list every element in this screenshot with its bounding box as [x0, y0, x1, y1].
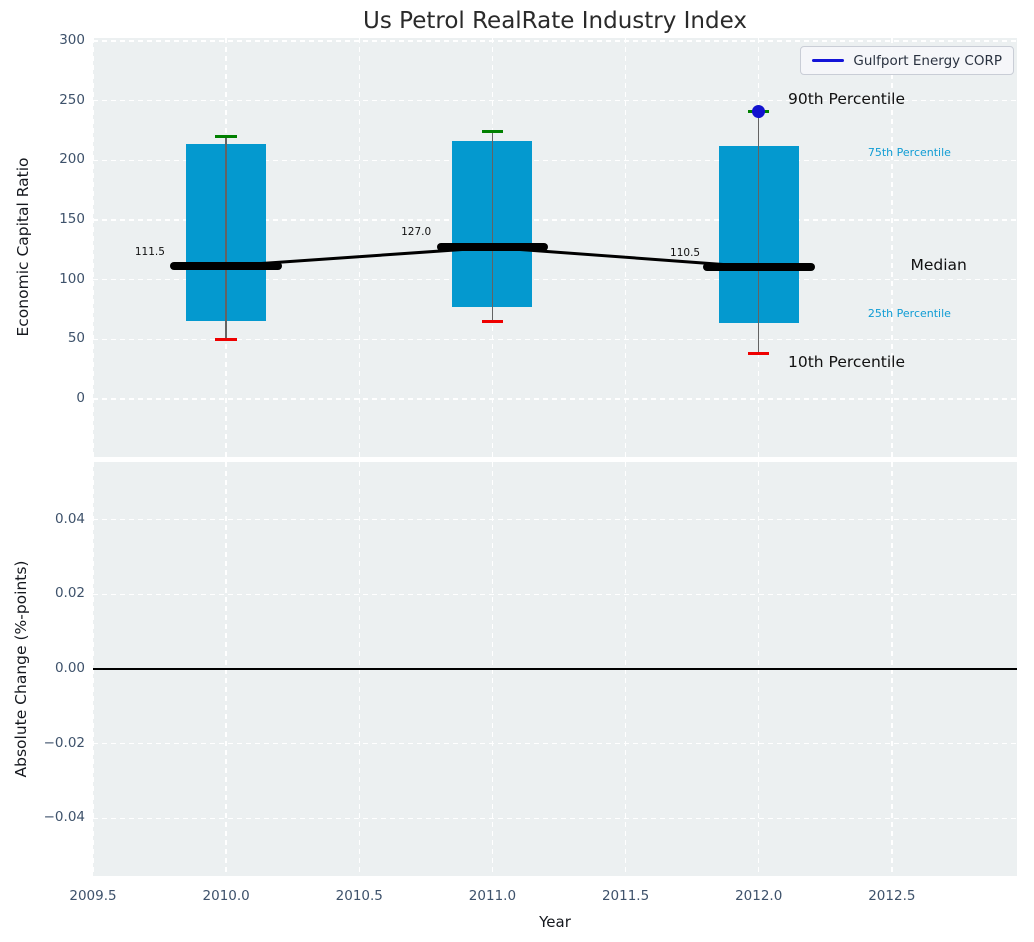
x-tick-label: 2010.0: [202, 888, 250, 904]
y-gridline: [93, 40, 1017, 42]
median-bar: [170, 261, 283, 270]
zero-line: [93, 668, 1017, 670]
median-bar: [702, 263, 815, 272]
y-tick-label: 150: [59, 210, 85, 227]
annotation-median: Median: [910, 255, 967, 274]
legend-entry-label: Gulfport Energy CORP: [853, 52, 1002, 69]
y-gridline: [93, 518, 1017, 521]
annotation-75th-percentile: 75th Percentile: [867, 146, 951, 160]
x-tick-label: 2012.5: [868, 888, 916, 904]
y-gridline: [93, 398, 1017, 400]
y-tick-label: 100: [59, 270, 85, 287]
cap-high: [481, 130, 504, 134]
chart-title: Us Petrol RealRate Industry Index: [363, 8, 747, 34]
median-value-label: 127.0: [401, 225, 432, 238]
y-gridline: [93, 593, 1017, 596]
y-gridline: [93, 817, 1017, 820]
cap-low: [481, 319, 504, 323]
x-tick-label: 2011.5: [601, 888, 650, 904]
y-gridline: [93, 219, 1017, 221]
y-gridline: [93, 338, 1017, 341]
y-tick-label: −0.04: [43, 809, 85, 826]
y-tick-label: 200: [59, 151, 85, 168]
y-gridline: [93, 99, 1017, 102]
median-bar: [436, 243, 549, 252]
cap-low: [748, 352, 770, 356]
annotation-25th-percentile: 25th Percentile: [867, 307, 951, 321]
annotation-10th-percentile: 10th Percentile: [787, 353, 906, 372]
legend-line-icon: [812, 59, 845, 62]
y-tick-label: 0.02: [54, 585, 85, 602]
y-gridline: [93, 278, 1017, 281]
x-gridline: [92, 38, 94, 457]
median-value-label: 111.5: [134, 246, 165, 259]
x-tick-label: 2010.5: [335, 888, 383, 904]
y-gridline: [93, 742, 1017, 745]
legend: Gulfport Energy CORP: [800, 46, 1014, 75]
median-value-label: 110.5: [670, 247, 701, 260]
y-tick-label: 300: [59, 31, 85, 48]
y-tick-label: 50: [67, 330, 85, 347]
y-tick-label: 0.04: [54, 510, 85, 527]
company-point: [752, 104, 766, 118]
x-tick-label: 2012.0: [735, 888, 783, 904]
y-gridline: [93, 159, 1017, 162]
y-tick-label: 0: [76, 390, 85, 406]
whisker: [491, 131, 494, 322]
x-axis-label: Year: [539, 913, 571, 931]
top-y-axis-label: Economic Capital Ratio: [14, 157, 32, 337]
whisker: [225, 136, 227, 340]
y-tick-label: −0.02: [43, 734, 85, 751]
x-gridline: [891, 38, 893, 457]
annotation-90th-percentile: 90th Percentile: [787, 90, 906, 109]
x-tick-label: 2011.0: [468, 888, 517, 904]
y-tick-label: 0.00: [54, 660, 85, 676]
cap-low: [215, 337, 237, 341]
cap-high: [215, 134, 237, 138]
whisker: [757, 111, 760, 354]
y-tick-label: 250: [59, 91, 85, 108]
x-tick-label: 2009.5: [69, 888, 117, 904]
